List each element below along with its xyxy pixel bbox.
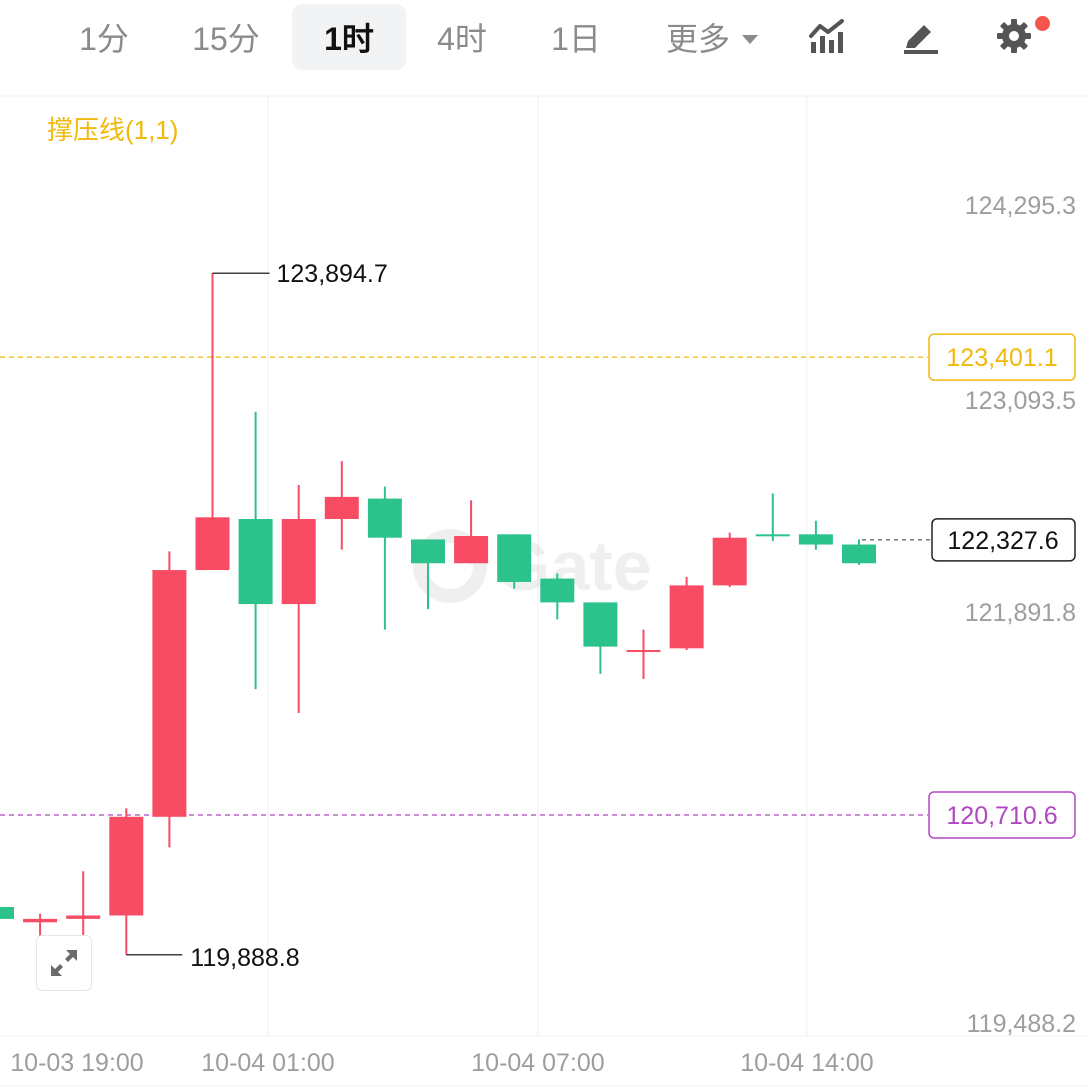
support-price-label: 120,710.6: [946, 802, 1057, 830]
candle-body: [66, 915, 101, 919]
candle: [324, 461, 359, 550]
candle-body: [281, 519, 316, 605]
settings-gear-icon[interactable]: [992, 14, 1036, 58]
candle-body: [0, 906, 14, 919]
indicator-legend[interactable]: 撑压线(1,1): [47, 115, 179, 145]
notification-dot: [1035, 16, 1050, 31]
last-price-badge[interactable]: 122,327.6: [931, 518, 1076, 562]
timeframe-4h[interactable]: 4时: [437, 21, 487, 57]
low-marker-label: 119,888.8: [190, 944, 299, 972]
timeframe-15m[interactable]: 15分: [192, 21, 260, 57]
candle: [583, 602, 618, 674]
candle: [152, 551, 187, 848]
price-tick-1: 124,295.3: [965, 192, 1076, 220]
candle-body: [755, 534, 790, 537]
price-tick-3: 121,891.8: [965, 599, 1076, 627]
candle-body: [109, 816, 144, 916]
high-marker-label: 123,894.7: [277, 260, 388, 288]
more-timeframes-dropdown[interactable]: 更多: [652, 4, 772, 70]
candle-body: [798, 534, 833, 545]
time-tick-3: 10-04 07:00: [471, 1049, 604, 1077]
candle-body: [23, 918, 58, 923]
support-price-badge[interactable]: 120,710.6: [928, 791, 1076, 839]
candle-body: [454, 536, 489, 564]
expand-arrows-icon: [51, 950, 77, 976]
candle: [626, 629, 661, 679]
candle: [411, 539, 445, 610]
candle: [497, 534, 532, 589]
candle: [755, 493, 790, 542]
price-axis: 124,295.3 123,093.5 121,891.8 119,488.2: [965, 192, 1076, 1038]
candle-body: [540, 578, 575, 603]
candle: [712, 532, 747, 588]
candle-body: [669, 585, 704, 649]
candle: [669, 576, 704, 651]
candle: [281, 484, 316, 713]
resistance-price-label: 123,401.1: [946, 344, 1057, 372]
candle: [109, 808, 144, 955]
candle-body: [411, 539, 445, 564]
candle-body: [626, 650, 661, 653]
candle: [0, 906, 14, 919]
candle-body: [195, 517, 230, 571]
high-marker: 123,894.7: [212, 260, 388, 288]
drawing-pen-icon[interactable]: [898, 14, 942, 58]
more-label: 更多: [665, 21, 730, 57]
timeframe-1h[interactable]: 1时: [292, 4, 406, 70]
candle-body: [497, 534, 532, 582]
candle: [798, 520, 833, 550]
candle-body: [238, 519, 273, 605]
candle-body: [324, 496, 359, 520]
candle-body: [367, 498, 402, 538]
price-tick-2: 123,093.5: [965, 387, 1076, 415]
candle: [367, 486, 402, 630]
candle-body: [712, 537, 747, 586]
candle: [195, 273, 230, 571]
caret-down-icon: [742, 34, 758, 44]
price-tick-4: 119,488.2: [967, 1010, 1076, 1038]
candles: [0, 273, 876, 955]
time-tick-2: 10-04 01:00: [201, 1049, 334, 1077]
candle: [238, 411, 273, 690]
candle-body: [583, 602, 618, 647]
timeframe-1m[interactable]: 1分: [79, 21, 129, 57]
candle-body: [842, 544, 876, 564]
time-tick-1: 10-03 19:00: [10, 1049, 143, 1077]
fullscreen-button[interactable]: [36, 935, 92, 991]
low-marker: 119,888.8: [126, 944, 300, 972]
resistance-price-badge[interactable]: 123,401.1: [928, 333, 1076, 381]
time-axis: 10-03 19:00 10-04 01:00 10-04 07:00 10-0…: [10, 1049, 873, 1077]
candle: [454, 500, 489, 564]
chart-toolbar: 1分 15分 1时 4时 1日 更多: [0, 0, 1088, 78]
indicators-icon[interactable]: [806, 14, 850, 58]
last-price-label: 122,327.6: [947, 527, 1058, 555]
candle: [842, 539, 876, 565]
candle: [540, 573, 575, 620]
time-tick-4: 10-04 14:00: [740, 1049, 873, 1077]
candle-body: [152, 570, 187, 817]
timeframe-1d[interactable]: 1日: [551, 21, 601, 57]
